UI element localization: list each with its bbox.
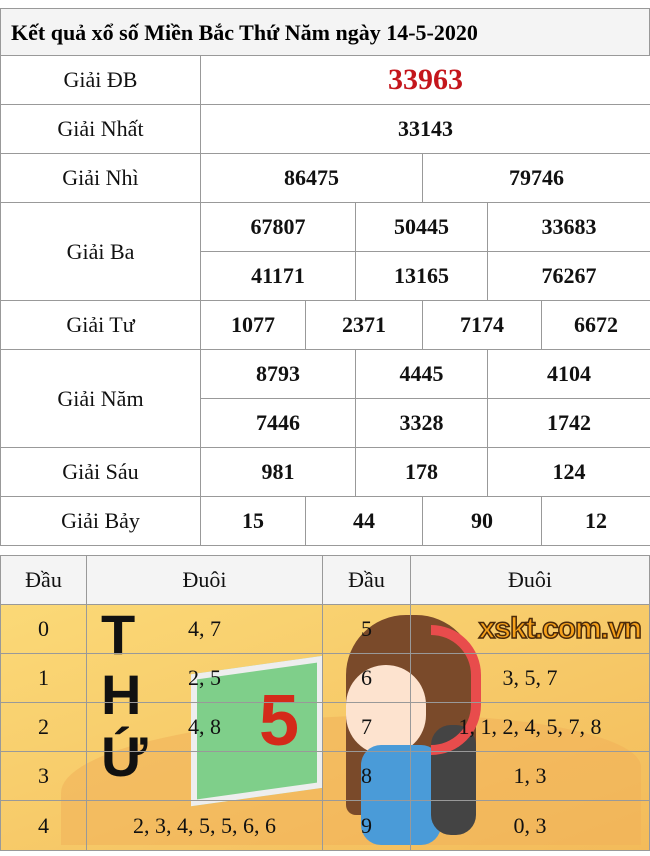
- prize-label-db: Giải ĐB: [1, 56, 201, 105]
- prize-value: 50445: [356, 203, 488, 252]
- prize-value: 7446: [201, 399, 356, 448]
- page-title: Kết quả xổ số Miền Bắc Thứ Năm ngày 14-5…: [0, 8, 650, 56]
- prize-label-nhat: Giải Nhất: [1, 105, 201, 154]
- prize-value: 1742: [488, 399, 650, 448]
- dau-cell: 8: [323, 752, 411, 801]
- prize-value: 178: [356, 448, 488, 497]
- prize-value: 41171: [201, 252, 356, 301]
- background-illustration: 5 T H Ứ xskt.com.vn: [1, 605, 649, 850]
- duoi-cell: 1, 1, 2, 4, 5, 7, 8: [411, 703, 649, 752]
- header-duoi: Đuôi: [87, 556, 323, 605]
- prize-value: 3328: [356, 399, 488, 448]
- prize-value: 33143: [201, 105, 650, 154]
- face-illustration: [346, 665, 426, 755]
- prize-value: 981: [201, 448, 356, 497]
- prize-value: 7174: [423, 301, 542, 350]
- duoi-cell: 4, 8: [87, 703, 323, 752]
- prize-value: 8793: [201, 350, 356, 399]
- header-dau: Đầu: [1, 556, 87, 605]
- prize-value: 15: [201, 497, 306, 546]
- duoi-cell: 3, 5, 7: [411, 654, 649, 703]
- duoi-cell: 2, 5: [87, 654, 323, 703]
- prize-value: 4104: [488, 350, 650, 399]
- dau-cell: 5: [323, 605, 411, 654]
- prize-value: 1077: [201, 301, 306, 350]
- prize-label-sau: Giải Sáu: [1, 448, 201, 497]
- header-duoi: Đuôi: [411, 556, 649, 605]
- letter-graphic: H: [101, 663, 142, 726]
- prize-value: 4445: [356, 350, 488, 399]
- dau-cell: 7: [323, 703, 411, 752]
- prize-value: 90: [423, 497, 542, 546]
- prize-value: 2371: [306, 301, 423, 350]
- prize-label-ba: Giải Ba: [1, 203, 201, 301]
- day-number-graphic: 5: [259, 681, 300, 761]
- duoi-cell: 0, 3: [513, 812, 547, 838]
- dau-cell: 9: [323, 801, 411, 850]
- body-illustration: [361, 745, 441, 845]
- duoi-cell: 4, 7: [87, 605, 323, 654]
- dau-cell: 0: [1, 605, 87, 654]
- prize-label-nam: Giải Năm: [1, 350, 201, 448]
- duoi-cell: [87, 752, 323, 801]
- dau-cell: 6: [323, 654, 411, 703]
- duoi-cell: 1, 3: [411, 752, 649, 801]
- prize-value: 67807: [201, 203, 356, 252]
- prize-value: 79746: [423, 154, 650, 203]
- duoi-cell: [411, 605, 649, 654]
- watermark-logo: xskt.com.vn: [478, 611, 643, 646]
- prize-label-tu: Giải Tư: [1, 301, 201, 350]
- special-prize-value: 33963: [201, 56, 650, 105]
- prize-label-bay: Giải Bảy: [1, 497, 201, 546]
- dau-cell: 3: [1, 752, 87, 801]
- dau-cell: 4: [1, 801, 87, 850]
- letter-graphic: Ứ: [101, 725, 148, 788]
- header-dau: Đầu: [323, 556, 411, 605]
- duoi-cell: 2, 3, 4, 5, 5, 6, 6: [87, 801, 323, 850]
- prize-value: 6672: [542, 301, 650, 350]
- prize-value: 124: [488, 448, 650, 497]
- prize-value: 86475: [201, 154, 423, 203]
- results-table: Giải ĐB 33963 Giải Nhất 33143 Giải Nhì 8…: [0, 56, 650, 546]
- prize-value: 33683: [488, 203, 650, 252]
- prize-value: 76267: [488, 252, 650, 301]
- prize-value: 13165: [356, 252, 488, 301]
- prize-value: 12: [542, 497, 650, 546]
- prize-value: 44: [306, 497, 423, 546]
- dau-cell: 2: [1, 703, 87, 752]
- dau-cell: 1: [1, 654, 87, 703]
- prize-label-nhi: Giải Nhì: [1, 154, 201, 203]
